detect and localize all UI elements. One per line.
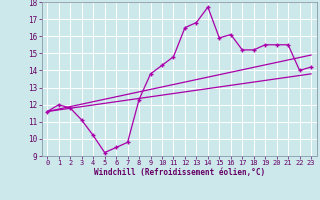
X-axis label: Windchill (Refroidissement éolien,°C): Windchill (Refroidissement éolien,°C): [94, 168, 265, 177]
